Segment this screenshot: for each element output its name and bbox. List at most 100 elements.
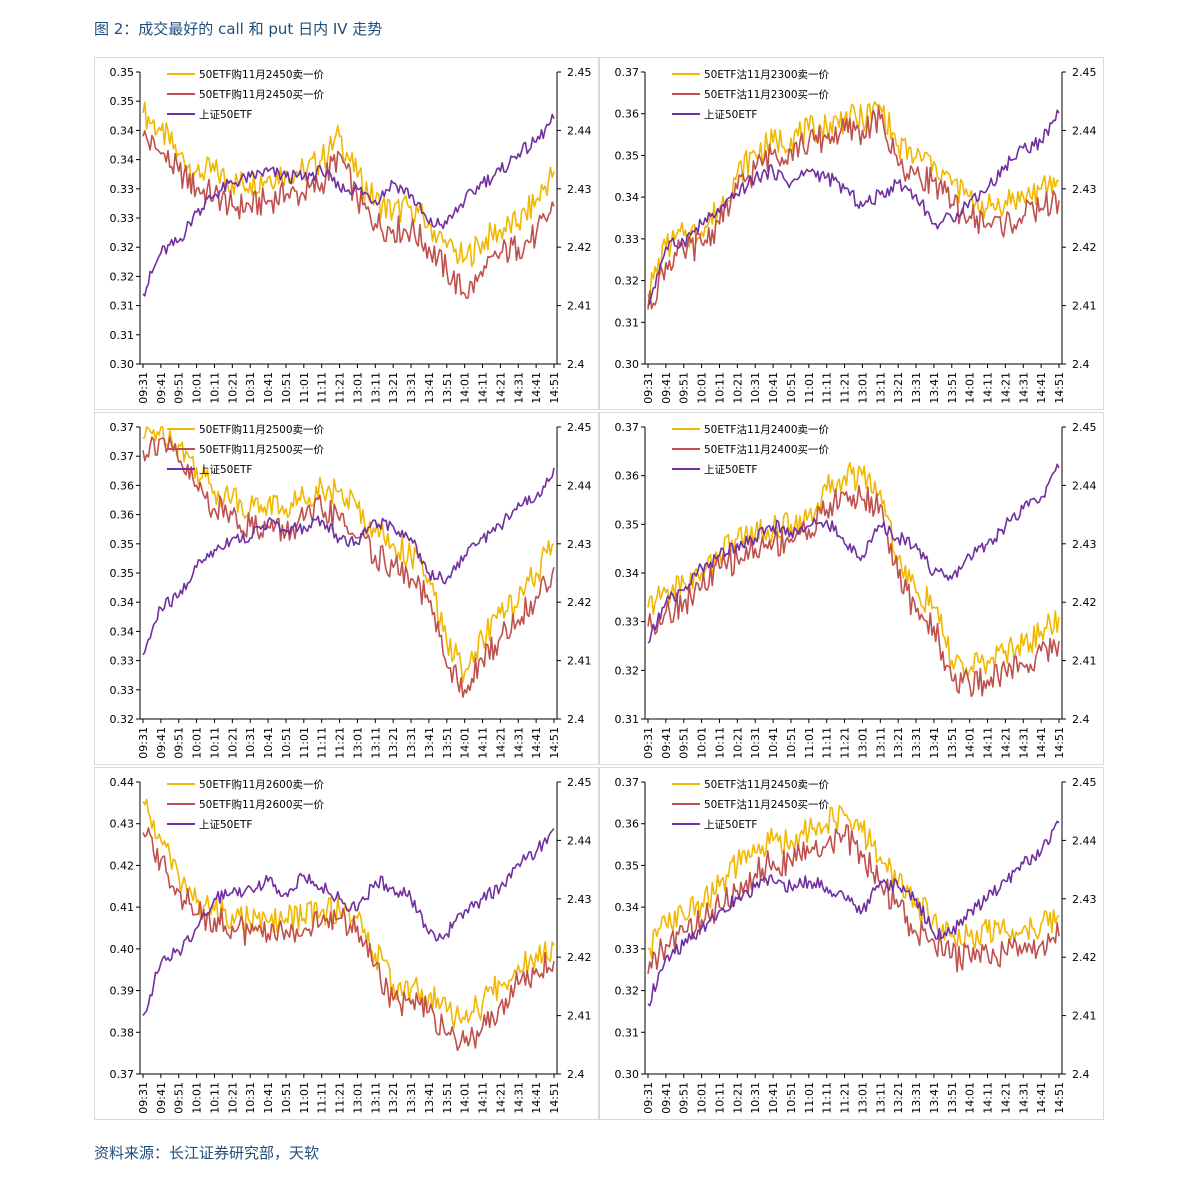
y-tick-label: 0.37: [615, 421, 640, 434]
y-tick-label: 0.30: [110, 358, 135, 371]
x-tick-label: 10:21: [731, 727, 744, 759]
x-tick-label: 11:01: [298, 372, 311, 404]
y-tick-label: 0.43: [110, 818, 135, 831]
y2-tick-label: 2.45: [1072, 776, 1097, 789]
x-tick-label: 13:11: [369, 1082, 382, 1114]
y2-tick-label: 2.43: [1072, 893, 1097, 906]
x-tick-label: 11:01: [803, 372, 816, 404]
legend-label: 50ETF购11月2600买一价: [199, 798, 325, 811]
x-tick-label: 13:21: [892, 372, 905, 404]
y2-tick-label: 2.41: [567, 1010, 592, 1023]
x-tick-label: 14:41: [530, 727, 543, 759]
x-tick-label: 13:01: [856, 1082, 869, 1114]
series-line-3: [647, 820, 1060, 1007]
y-tick-label: 0.31: [615, 316, 640, 329]
x-tick-label: 13:31: [405, 727, 418, 759]
x-tick-label: 10:41: [262, 372, 275, 404]
series-line-1: [142, 101, 555, 268]
y-tick-label: 0.32: [615, 985, 640, 998]
series-line-3: [142, 113, 555, 297]
y-tick-label: 0.41: [110, 901, 135, 914]
series-line-2: [142, 827, 555, 1052]
x-tick-label: 11:11: [316, 1082, 329, 1114]
y-tick-label: 0.35: [615, 149, 640, 162]
x-tick-label: 14:01: [964, 372, 977, 404]
y2-tick-label: 2.45: [1072, 66, 1097, 79]
legend-label: 50ETF购11月2600卖一价: [199, 778, 325, 791]
series-line-3: [142, 828, 555, 1017]
legend-label: 50ETF沽11月2400卖一价: [704, 423, 830, 436]
series-line-3: [647, 463, 1060, 644]
y2-tick-label: 2.4: [1072, 713, 1090, 726]
legend-label: 上证50ETF: [199, 464, 252, 476]
x-tick-label: 10:01: [191, 727, 204, 759]
y-tick-label: 0.34: [110, 625, 135, 638]
y2-tick-label: 2.42: [1072, 596, 1097, 609]
legend-label: 上证50ETF: [199, 819, 252, 831]
x-tick-label: 13:11: [369, 727, 382, 759]
y-tick-label: 0.33: [110, 183, 135, 196]
x-tick-label: 14:01: [459, 1082, 472, 1114]
x-tick-label: 11:11: [821, 1082, 834, 1114]
y-tick-label: 0.33: [615, 943, 640, 956]
chart-panel-4: 0.37 0.36 0.35 0.34 0.33 0.32 0.31 2.45 2.44 2.43…: [599, 412, 1104, 765]
x-tick-label: 09:41: [660, 372, 673, 404]
series-line-3: [647, 109, 1060, 307]
series-line-2: [647, 823, 1060, 975]
y-tick-label: 0.30: [615, 358, 640, 371]
legend-label: 50ETF购11月2500买一价: [199, 443, 325, 456]
x-tick-label: 14:11: [982, 372, 995, 404]
x-tick-label: 13:51: [441, 1082, 454, 1114]
chart-panel-6: 0.37 0.36 0.35 0.34 0.33 0.32 0.31 0.30 2.45 2.44…: [599, 767, 1104, 1120]
y-tick-label: 0.31: [110, 300, 135, 313]
x-tick-label: 09:51: [678, 727, 691, 759]
x-tick-label: 14:51: [548, 1082, 561, 1114]
x-tick-label: 13:41: [423, 372, 436, 404]
x-tick-label: 14:31: [1017, 1082, 1030, 1114]
y-tick-label: 0.32: [110, 241, 135, 254]
y2-tick-label: 2.44: [567, 834, 592, 847]
legend-label: 上证50ETF: [704, 109, 757, 121]
x-tick-label: 13:41: [928, 727, 941, 759]
x-tick-label: 11:01: [298, 727, 311, 759]
y-tick-label: 0.36: [615, 470, 640, 483]
y2-tick-label: 2.42: [567, 241, 592, 254]
x-tick-label: 09:51: [173, 727, 186, 759]
x-tick-label: 13:31: [910, 372, 923, 404]
x-tick-label: 10:31: [749, 727, 762, 759]
x-tick-label: 13:51: [946, 727, 959, 759]
y-tick-label: 0.33: [110, 655, 135, 668]
y-tick-label: 0.35: [110, 567, 135, 580]
y-tick-label: 0.35: [615, 518, 640, 531]
x-tick-label: 10:11: [208, 1082, 221, 1114]
x-tick-label: 13:41: [928, 372, 941, 404]
x-tick-label: 14:31: [512, 727, 525, 759]
legend-label: 50ETF沽11月2300买一价: [704, 88, 830, 101]
x-tick-label: 13:01: [856, 372, 869, 404]
y-tick-label: 0.39: [110, 985, 135, 998]
x-tick-label: 14:41: [1035, 1082, 1048, 1114]
x-tick-label: 13:01: [351, 727, 364, 759]
x-tick-label: 10:01: [191, 372, 204, 404]
x-tick-label: 13:11: [874, 727, 887, 759]
x-tick-label: 10:51: [785, 727, 798, 759]
source-note: 资料来源：长江证券研究部，天软: [94, 1144, 320, 1162]
y-tick-label: 0.33: [110, 684, 135, 697]
y-tick-label: 0.35: [110, 95, 135, 108]
x-tick-label: 14:01: [964, 727, 977, 759]
x-tick-label: 13:41: [928, 1082, 941, 1114]
x-tick-label: 13:01: [351, 372, 364, 404]
x-tick-label: 13:31: [910, 1082, 923, 1114]
y2-tick-label: 2.43: [567, 538, 592, 551]
x-tick-label: 10:41: [767, 1082, 780, 1114]
x-tick-label: 11:21: [839, 372, 852, 404]
series-line-3: [142, 467, 555, 656]
y-tick-label: 0.38: [110, 1026, 135, 1039]
y-tick-label: 0.31: [615, 1026, 640, 1039]
y2-tick-label: 2.43: [1072, 183, 1097, 196]
y2-tick-label: 2.42: [567, 596, 592, 609]
y-tick-label: 0.42: [110, 859, 135, 872]
y2-tick-label: 2.43: [567, 893, 592, 906]
y-tick-label: 0.34: [110, 154, 135, 167]
x-tick-label: 13:21: [387, 1082, 400, 1114]
